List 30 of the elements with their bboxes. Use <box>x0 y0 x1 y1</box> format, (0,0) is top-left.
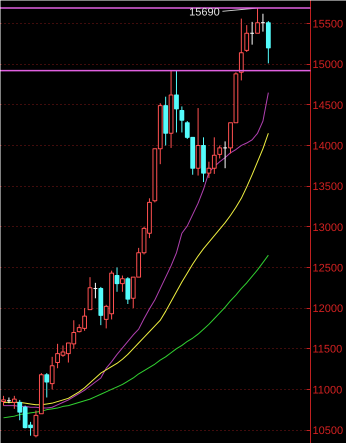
candlestick <box>12 395 17 410</box>
y-tick-label: 14000 <box>312 140 344 152</box>
candlestick <box>44 372 50 398</box>
line-series <box>3 254 269 418</box>
candlestick <box>125 276 130 304</box>
candlestick <box>250 21 255 46</box>
y-tick-label: 15500 <box>312 18 344 31</box>
y-tick-label: 12500 <box>312 262 344 274</box>
y-tick-label: 12000 <box>312 303 344 316</box>
y-tick-label: 11500 <box>312 344 342 356</box>
y-tick-label: 14500 <box>312 100 344 112</box>
y-tick-label: 10500 <box>312 425 344 438</box>
candlestick <box>222 140 228 169</box>
candlestick <box>244 24 250 52</box>
y-tick-label: 13500 <box>312 181 344 194</box>
y-tick-label: 13000 <box>312 222 344 234</box>
candlestick <box>34 410 38 438</box>
candlestick <box>120 275 125 292</box>
candlestick <box>114 266 120 292</box>
candlestick <box>260 13 266 32</box>
candlestick <box>196 108 200 176</box>
y-tick-label: 11000 <box>312 384 342 396</box>
annotation: 15690 <box>189 6 220 18</box>
candlestick <box>50 356 55 390</box>
candlestick <box>179 106 184 133</box>
candlestick <box>255 8 260 34</box>
candlestick <box>88 276 92 310</box>
candlestick <box>174 70 179 133</box>
y-tick-label: 15000 <box>312 59 344 72</box>
candlestick <box>93 282 98 299</box>
